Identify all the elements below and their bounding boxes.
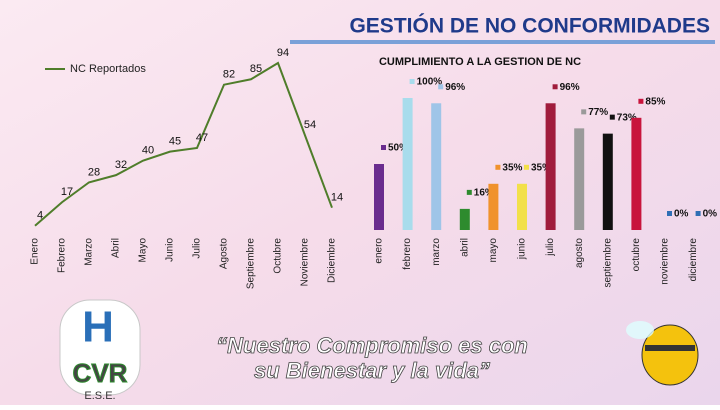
logo-letter: H — [82, 303, 114, 352]
logo: H CVR E.S.E. — [59, 299, 141, 402]
x-tick-label: marzo — [431, 238, 442, 266]
data-label: 94 — [277, 47, 289, 59]
x-tick-label: mayo — [488, 238, 499, 263]
data-label: 82 — [223, 69, 235, 81]
label-swatch — [524, 164, 529, 170]
bee-stripe — [645, 345, 695, 351]
title-rule — [290, 40, 715, 44]
data-label: 100% — [417, 77, 443, 88]
x-tick-label: junio — [517, 238, 528, 261]
x-tick-label: Febrero — [57, 238, 68, 273]
x-tick-label: Abril — [111, 238, 122, 258]
bar — [431, 103, 442, 230]
label-swatch — [695, 211, 701, 216]
data-label: 77% — [588, 107, 608, 118]
data-label: 28 — [88, 166, 100, 178]
data-label: 50% — [388, 143, 408, 154]
slogan-line: “Nuestro Compromiso es con — [216, 333, 528, 358]
data-label: 40 — [142, 145, 154, 157]
data-label: 96% — [560, 82, 580, 93]
data-label: 16% — [474, 188, 494, 199]
label-swatch — [638, 98, 644, 104]
data-label: 4 — [37, 210, 43, 222]
label-swatch — [409, 79, 415, 84]
x-tick-label: Noviembre — [300, 238, 311, 287]
x-tick-label: agosto — [574, 238, 585, 268]
logo-name: CVR — [73, 358, 128, 388]
bar — [402, 98, 413, 230]
x-tick-label: Septiembre — [246, 238, 257, 290]
x-tick-label: Diciembre — [327, 238, 338, 283]
x-tick-label: Junio — [165, 238, 176, 262]
label-swatch — [438, 84, 444, 90]
data-label: 47 — [196, 132, 208, 144]
x-tick-label: febrero — [402, 238, 413, 270]
bar — [517, 183, 527, 230]
bar — [574, 128, 585, 230]
x-tick-label: Mayo — [138, 238, 149, 263]
bee — [626, 321, 699, 386]
x-tick-label: diciembre — [688, 238, 699, 282]
x-tick-label: noviembre — [660, 238, 671, 285]
slogan-line: su Bienestar y la vida” — [254, 358, 490, 383]
data-label: 14 — [331, 192, 343, 204]
x-tick-label: Julio — [192, 238, 203, 259]
label-swatch — [552, 84, 558, 90]
label-swatch — [381, 145, 386, 150]
label-swatch — [495, 164, 501, 170]
data-label: 32 — [115, 159, 127, 171]
x-tick-label: Octubre — [273, 238, 284, 274]
data-label: 96% — [445, 82, 465, 93]
data-label: 54 — [304, 119, 316, 131]
data-label: 35% — [531, 162, 551, 173]
data-label: 17 — [61, 186, 73, 198]
data-label: 73% — [617, 112, 637, 123]
label-swatch — [609, 114, 615, 120]
data-label: 85 — [250, 63, 262, 75]
bee-body — [641, 324, 699, 386]
data-label: 45 — [169, 136, 181, 148]
bar — [631, 117, 642, 230]
data-label: 0% — [703, 209, 718, 220]
bar — [602, 133, 613, 230]
slide-title: GESTIÓN DE NO CONFORMIDADES — [349, 14, 710, 38]
bar — [374, 164, 384, 230]
legend-label: NC Reportados — [70, 63, 146, 75]
data-label: 85% — [645, 96, 665, 107]
x-tick-label: enero — [374, 238, 385, 264]
x-tick-label: abril — [459, 238, 470, 257]
x-tick-label: octubre — [631, 238, 642, 272]
x-tick-label: Enero — [30, 238, 41, 265]
chart-title: CUMPLIMIENTO A LA GESTION DE NC — [379, 56, 581, 68]
logo-frame — [59, 299, 141, 396]
label-swatch — [466, 189, 472, 195]
bee-wing — [626, 321, 654, 339]
x-tick-label: Marzo — [84, 238, 95, 266]
data-label: 35% — [502, 162, 522, 173]
bar — [488, 183, 499, 230]
x-tick-label: Agosto — [219, 238, 230, 270]
logo-suffix: E.S.E. — [84, 390, 115, 402]
x-tick-label: septiembre — [602, 238, 613, 288]
line — [34, 61, 333, 227]
label-swatch — [667, 211, 672, 216]
label-swatch — [581, 109, 587, 115]
data-label: 0% — [674, 209, 689, 220]
bar — [545, 103, 556, 230]
bar — [459, 208, 470, 230]
x-tick-label: julio — [545, 238, 556, 257]
